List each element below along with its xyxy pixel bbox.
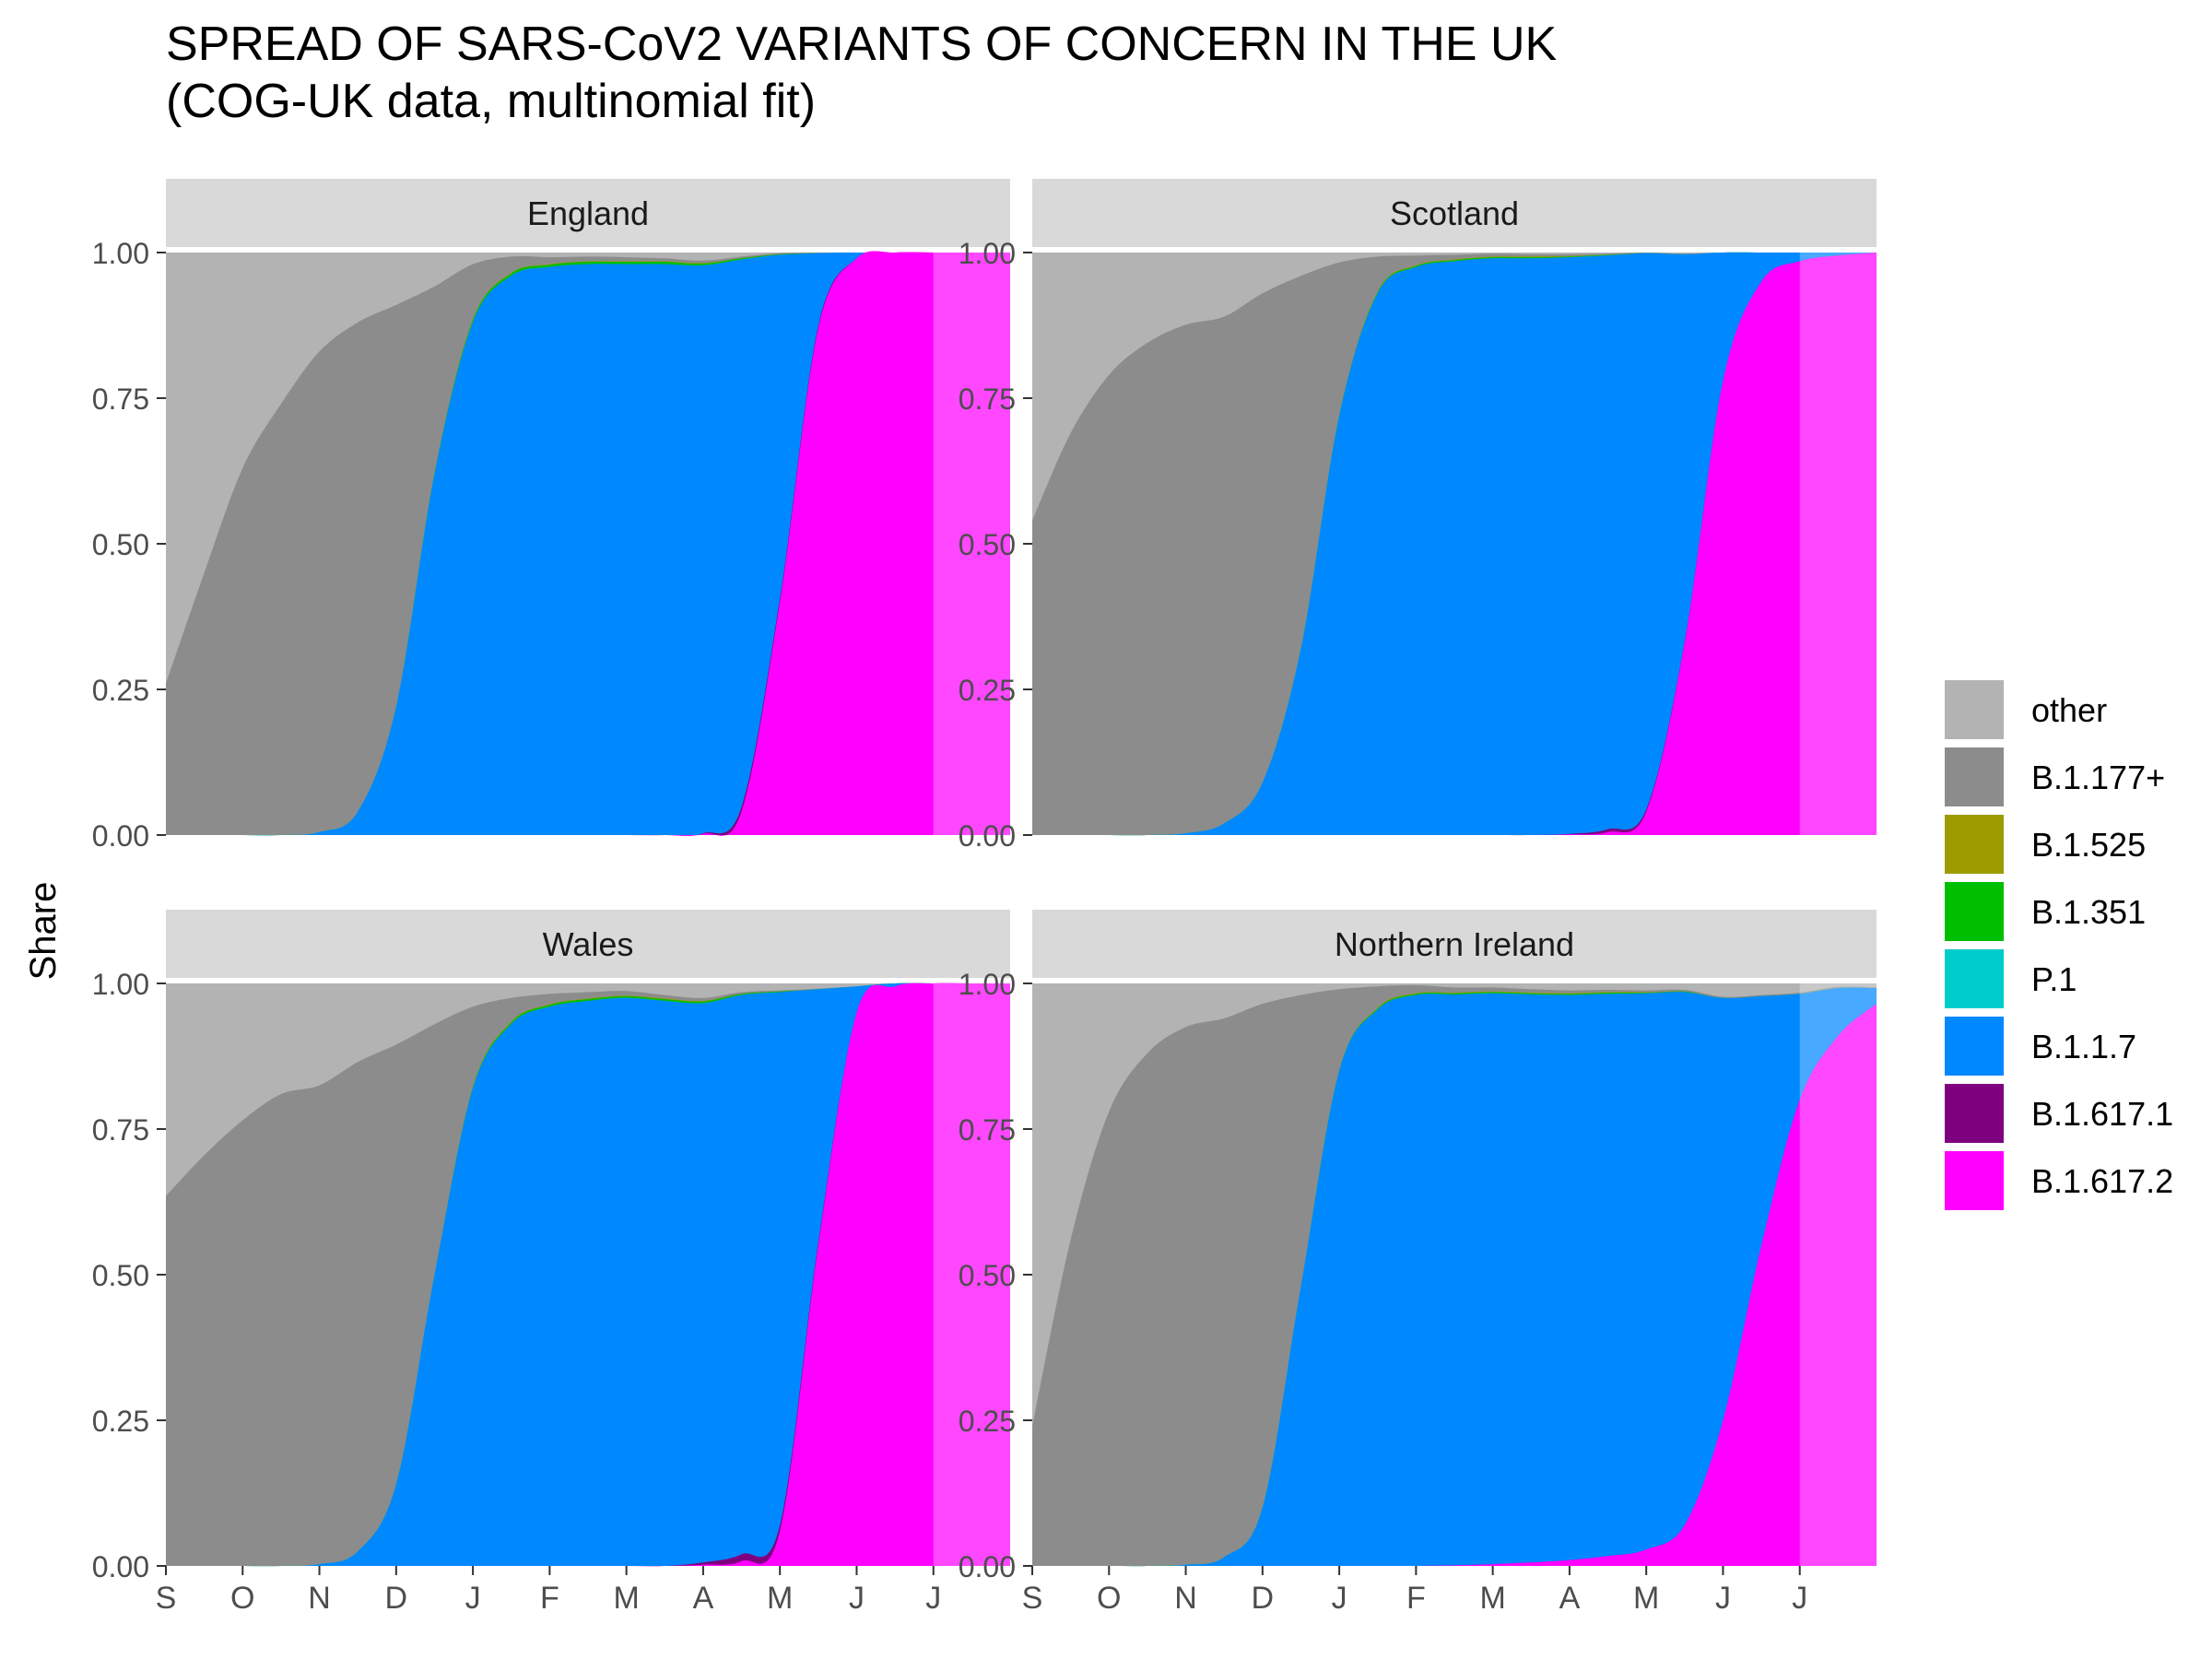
legend-label: B.1.1.7 <box>2031 1028 2136 1065</box>
legend-label: B.1.177+ <box>2031 759 2165 796</box>
legend: other B.1.177+ B.1.525 B.1.351 P.1 B.1.1.7 B.1… <box>1945 680 2173 1210</box>
x-tick-label: A <box>1559 1581 1581 1616</box>
legend-swatch <box>1945 1084 2004 1143</box>
facet-northern-ireland: Northern Ireland 0.00 0.25 0.50 0.75 1.00 S O N D… <box>959 910 1877 1616</box>
x-tick-label: O <box>1097 1581 1121 1616</box>
x-tick-label: F <box>1406 1581 1426 1616</box>
legend-swatch <box>1945 882 2004 941</box>
y-tick-label: 0.75 <box>92 382 149 416</box>
y-tick-label: 0.50 <box>959 528 1016 561</box>
legend-swatch <box>1945 1151 2004 1210</box>
area-b-1-617-2 <box>166 982 1010 1567</box>
facet-label: Wales <box>543 925 634 963</box>
x-tick-label: N <box>1174 1581 1197 1616</box>
legend-label: other <box>2031 691 2107 729</box>
area-b-1-1-7 <box>1032 987 1877 1567</box>
y-tick-label: 0.75 <box>959 382 1016 416</box>
area-b-1-617-2 <box>1032 253 1877 836</box>
y-tick-label: 0.50 <box>92 528 149 561</box>
projection-region <box>933 253 1010 835</box>
y-tick-label: 0.00 <box>959 1550 1016 1583</box>
legend-swatch <box>1945 949 2004 1008</box>
y-tick-label: 0.75 <box>92 1113 149 1147</box>
y-tick-label: 0.25 <box>959 1405 1016 1438</box>
y-tick-label: 0.50 <box>92 1259 149 1292</box>
projection-region <box>1799 983 1877 1566</box>
y-tick-label: 0.00 <box>959 819 1016 853</box>
facet-strip <box>1032 910 1877 978</box>
x-tick-label: J <box>465 1581 481 1616</box>
legend-swatch <box>1945 1017 2004 1076</box>
y-tick-label: 1.00 <box>959 237 1016 270</box>
facet-label: England <box>527 194 649 232</box>
area-b-1-617-2 <box>1032 1004 1877 1567</box>
x-tick-label: M <box>1479 1581 1505 1616</box>
facet-strip <box>166 179 1010 247</box>
legend-label: B.1.617.2 <box>2031 1162 2173 1200</box>
x-tick-label: S <box>156 1581 177 1616</box>
x-tick-label: J <box>925 1581 941 1616</box>
x-tick-label: A <box>693 1581 714 1616</box>
facet-scotland: Scotland 0.00 0.25 0.50 0.75 1.00 <box>959 179 1877 853</box>
legend-label: P.1 <box>2031 960 2077 998</box>
legend-label: B.1.525 <box>2031 826 2146 864</box>
area-b-1-1-7 <box>1032 252 1877 836</box>
y-tick-label: 1.00 <box>92 237 149 270</box>
x-tick-label: M <box>1633 1581 1659 1616</box>
y-tick-label: 0.25 <box>92 674 149 707</box>
facet-wales: Wales 0.00 0.25 0.50 0.75 1.00 S O N D J F M A M J J <box>92 910 1010 1616</box>
x-tick-label: O <box>230 1581 254 1616</box>
legend-label: B.1.617.1 <box>2031 1095 2173 1133</box>
facet-strip <box>1032 179 1877 247</box>
legend-swatch <box>1945 680 2004 739</box>
y-tick-label: 0.25 <box>92 1405 149 1438</box>
y-tick-label: 0.00 <box>92 1550 149 1583</box>
x-tick-label: S <box>1022 1581 1043 1616</box>
facet-england: England 0.00 0.25 0.50 0.75 1.00 <box>92 179 1010 853</box>
facet-label: Scotland <box>1390 194 1519 232</box>
x-tick-label: J <box>849 1581 865 1616</box>
area-b-1-617-2 <box>166 251 1010 836</box>
legend-swatch <box>1945 747 2004 806</box>
y-tick-label: 0.25 <box>959 674 1016 707</box>
x-tick-label: J <box>1715 1581 1731 1616</box>
facet-label: Northern Ireland <box>1335 925 1574 963</box>
x-tick-label: N <box>308 1581 331 1616</box>
chart-subtitle: (COG-UK data, multinomial fit) <box>166 75 817 128</box>
legend-swatch <box>1945 815 2004 874</box>
facet-strip <box>166 910 1010 978</box>
chart-title: SPREAD OF SARS-CoV2 VARIANTS OF CONCERN … <box>166 18 1558 71</box>
projection-region <box>933 983 1010 1566</box>
legend-label: B.1.351 <box>2031 893 2146 931</box>
y-tick-label: 1.00 <box>959 968 1016 1001</box>
x-tick-label: M <box>613 1581 639 1616</box>
y-tick-label: 0.00 <box>92 819 149 853</box>
y-tick-label: 0.75 <box>959 1113 1016 1147</box>
y-tick-label: 0.50 <box>959 1259 1016 1292</box>
x-tick-label: M <box>767 1581 793 1616</box>
x-tick-label: J <box>1332 1581 1347 1616</box>
x-tick-label: D <box>385 1581 408 1616</box>
y-tick-label: 1.00 <box>92 968 149 1001</box>
x-tick-label: J <box>1792 1581 1807 1616</box>
x-tick-label: D <box>1252 1581 1275 1616</box>
projection-region <box>1799 253 1877 835</box>
x-tick-label: F <box>540 1581 559 1616</box>
